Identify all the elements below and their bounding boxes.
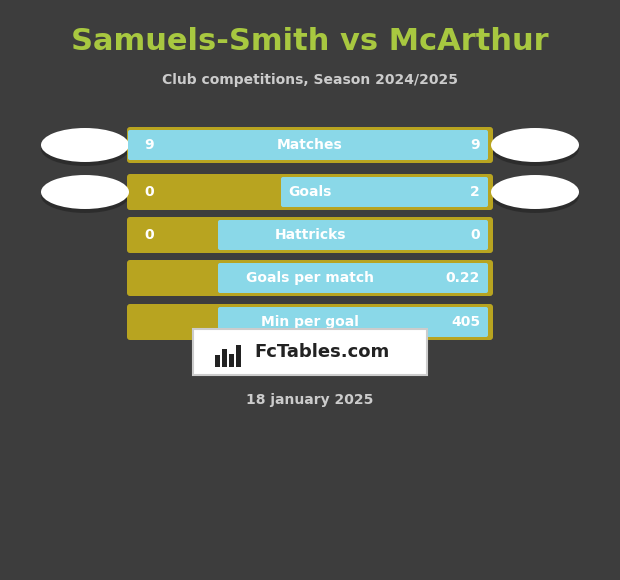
Text: 9: 9	[144, 138, 154, 152]
Bar	[215, 355, 220, 367]
Text: Hattricks: Hattricks	[274, 228, 346, 242]
FancyBboxPatch shape	[127, 260, 493, 296]
Ellipse shape	[491, 179, 579, 213]
FancyBboxPatch shape	[127, 304, 493, 340]
FancyBboxPatch shape	[127, 217, 493, 253]
Text: Goals per match: Goals per match	[246, 271, 374, 285]
FancyBboxPatch shape	[127, 127, 493, 163]
Text: Min per goal: Min per goal	[261, 315, 359, 329]
Text: Goals: Goals	[288, 185, 332, 199]
Text: 0: 0	[471, 228, 480, 242]
Ellipse shape	[41, 128, 129, 162]
FancyBboxPatch shape	[193, 329, 427, 375]
Bar	[236, 345, 241, 367]
Ellipse shape	[41, 132, 129, 166]
Text: 405: 405	[451, 315, 480, 329]
Text: 0.22: 0.22	[446, 271, 480, 285]
FancyBboxPatch shape	[218, 307, 488, 337]
Text: 0: 0	[144, 228, 154, 242]
Text: Samuels-Smith vs McArthur: Samuels-Smith vs McArthur	[71, 27, 549, 56]
FancyBboxPatch shape	[127, 174, 493, 210]
FancyBboxPatch shape	[218, 220, 488, 250]
Text: 18 january 2025: 18 january 2025	[246, 393, 374, 407]
Text: 2: 2	[470, 185, 480, 199]
Ellipse shape	[491, 175, 579, 209]
Bar	[229, 354, 234, 367]
Text: 0: 0	[144, 185, 154, 199]
Ellipse shape	[491, 128, 579, 162]
FancyBboxPatch shape	[128, 130, 488, 160]
Text: FcTables.com: FcTables.com	[254, 343, 389, 361]
FancyBboxPatch shape	[218, 263, 488, 293]
Text: 9: 9	[471, 138, 480, 152]
Text: Matches: Matches	[277, 138, 343, 152]
Ellipse shape	[41, 175, 129, 209]
Ellipse shape	[491, 132, 579, 166]
FancyBboxPatch shape	[281, 177, 488, 207]
Bar	[222, 349, 227, 367]
Text: Club competitions, Season 2024/2025: Club competitions, Season 2024/2025	[162, 73, 458, 87]
Ellipse shape	[41, 179, 129, 213]
